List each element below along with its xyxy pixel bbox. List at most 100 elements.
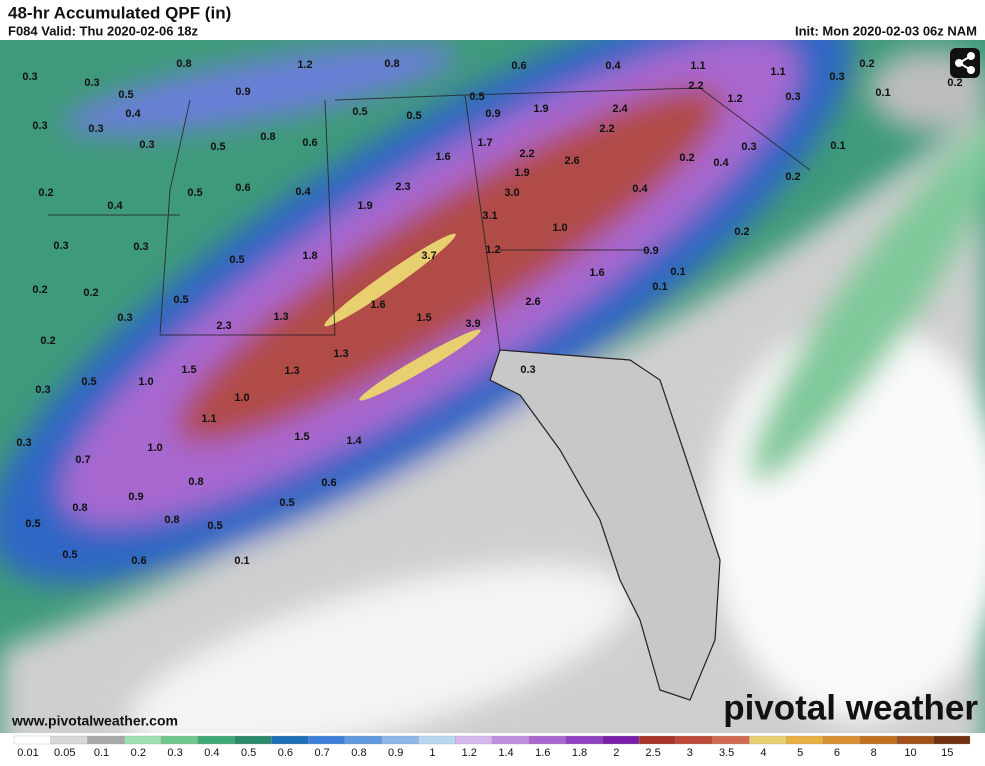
qpf-label: 1.1 — [770, 66, 785, 78]
colorbar-swatch — [859, 735, 897, 745]
qpf-label: 0.6 — [131, 555, 146, 567]
colorbar-swatch — [87, 735, 125, 745]
qpf-label: 1.6 — [435, 151, 450, 163]
qpf-label: 0.5 — [62, 549, 77, 561]
qpf-label: 0.3 — [117, 312, 132, 324]
qpf-label: 0.3 — [785, 91, 800, 103]
colorbar-swatch — [896, 735, 934, 745]
colorbar-swatch — [675, 735, 713, 745]
qpf-label: 2.2 — [688, 80, 703, 92]
colorbar-label: 0.4 — [204, 747, 219, 759]
qpf-label: 0.4 — [295, 186, 311, 198]
qpf-label: 3.1 — [482, 210, 497, 222]
qpf-label: 2.4 — [612, 103, 628, 115]
colorbar-label: 0.1 — [94, 747, 109, 759]
qpf-label: 0.5 — [406, 110, 421, 122]
qpf-label: 0.8 — [176, 58, 191, 70]
colorbar-label: 3.5 — [719, 747, 734, 759]
qpf-label: 0.6 — [321, 477, 336, 489]
share-button[interactable] — [950, 48, 980, 78]
valid-time: F084 Valid: Thu 2020-02-06 18z — [8, 23, 199, 38]
qpf-label: 0.8 — [260, 131, 275, 143]
colorbar-swatch — [712, 735, 750, 745]
colorbar-label: 0.9 — [388, 747, 403, 759]
qpf-label: 0.2 — [947, 77, 962, 89]
qpf-label: 1.8 — [302, 250, 317, 262]
qpf-label: 0.2 — [32, 284, 47, 296]
colorbar-swatch — [13, 735, 51, 745]
qpf-label: 0.3 — [16, 437, 31, 449]
qpf-label: 0.9 — [643, 245, 658, 257]
colorbar-swatch — [822, 735, 860, 745]
qpf-label: 0.5 — [210, 141, 225, 153]
qpf-label: 1.0 — [234, 392, 249, 404]
qpf-label: 0.2 — [734, 226, 749, 238]
website: www.pivotalweather.com — [11, 713, 178, 729]
colorbar-label: 1.4 — [498, 747, 513, 759]
qpf-label: 1.6 — [370, 299, 385, 311]
qpf-label: 0.4 — [107, 200, 123, 212]
colorbar-swatch — [271, 735, 309, 745]
colorbar-label: 2 — [613, 747, 619, 759]
colorbar-label: 3 — [687, 747, 693, 759]
qpf-label: 1.0 — [147, 442, 162, 454]
colorbar-label: 0.01 — [17, 747, 38, 759]
qpf-label: 0.8 — [188, 476, 203, 488]
qpf-label: 0.2 — [83, 287, 98, 299]
qpf-label: 0.4 — [125, 108, 141, 120]
qpf-label: 0.4 — [632, 183, 648, 195]
colorbar-label: 4 — [760, 747, 766, 759]
colorbar-swatch — [124, 735, 162, 745]
qpf-label: 0.5 — [187, 187, 202, 199]
qpf-label: 0.2 — [38, 187, 53, 199]
qpf-label: 0.4 — [605, 60, 621, 72]
colorbar-swatch — [160, 735, 198, 745]
qpf-label: 0.6 — [302, 137, 317, 149]
colorbar-label: 5 — [797, 747, 803, 759]
qpf-label: 2.3 — [216, 320, 231, 332]
qpf-label: 2.6 — [564, 155, 579, 167]
qpf-label: 0.3 — [53, 240, 68, 252]
colorbar-label: 0.7 — [315, 747, 330, 759]
qpf-label: 0.6 — [235, 182, 250, 194]
qpf-label: 1.2 — [727, 93, 742, 105]
colorbar-label: 1.8 — [572, 747, 587, 759]
qpf-label: 0.5 — [229, 254, 244, 266]
qpf-label: 1.4 — [346, 435, 362, 447]
colorbar-label: 15 — [941, 747, 953, 759]
colorbar-label: 10 — [904, 747, 916, 759]
logo: pivotal weather — [723, 688, 978, 727]
colorbar-label: 0.05 — [54, 747, 75, 759]
colorbar-swatch — [50, 735, 88, 745]
qpf-label: 0.3 — [22, 71, 37, 83]
colorbar-swatch — [491, 735, 529, 745]
qpf-label: 0.1 — [670, 266, 685, 278]
qpf-label: 1.5 — [416, 312, 431, 324]
qpf-label: 2.2 — [599, 123, 614, 135]
init-time: Init: Mon 2020-02-03 06z NAM — [795, 23, 977, 38]
qpf-label: 0.3 — [520, 364, 535, 376]
qpf-label: 0.5 — [118, 89, 133, 101]
qpf-label: 0.5 — [352, 106, 367, 118]
qpf-label: 1.0 — [138, 376, 153, 388]
colorbar-swatch — [455, 735, 493, 745]
colorbar-swatch — [638, 735, 676, 745]
colorbar-swatch — [565, 735, 603, 745]
colorbar-label: 1.2 — [462, 747, 477, 759]
qpf-label: 0.3 — [35, 384, 50, 396]
qpf-label: 0.5 — [81, 376, 96, 388]
colorbar-label: 8 — [871, 747, 877, 759]
colorbar-swatch — [786, 735, 824, 745]
qpf-label: 1.5 — [294, 431, 309, 443]
qpf-label: 0.5 — [469, 91, 484, 103]
colorbar-swatch — [749, 735, 787, 745]
qpf-label: 0.5 — [279, 497, 294, 509]
qpf-label: 1.3 — [333, 348, 348, 360]
qpf-label: 0.1 — [234, 555, 249, 567]
label-layer: 0.3 0.3 0.5 0.4 0.3 0.3 0.3 0.8 0.9 1.2 0.8 0.6 0.4 1… — [16, 58, 962, 567]
qpf-label: 0.7 — [75, 454, 90, 466]
colorbar-swatch — [418, 735, 456, 745]
colorbar-label: 0.8 — [351, 747, 366, 759]
qpf-label: 1.3 — [284, 365, 299, 377]
qpf-label: 1.9 — [533, 103, 548, 115]
